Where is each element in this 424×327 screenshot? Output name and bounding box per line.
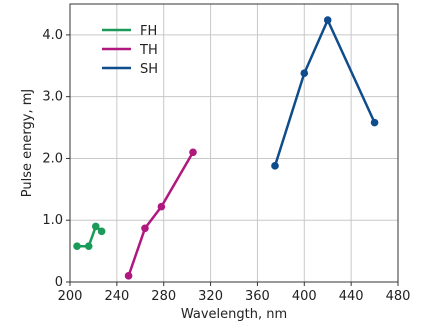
series-layer bbox=[73, 16, 379, 280]
x-tick-label: 440 bbox=[339, 289, 364, 304]
x-axis-label: Wavelength, nm bbox=[181, 307, 287, 322]
x-tick-label: 240 bbox=[104, 289, 129, 304]
x-tick-label: 320 bbox=[198, 289, 223, 304]
data-point-th bbox=[157, 202, 166, 211]
series-line-sh bbox=[273, 18, 376, 167]
data-point-th bbox=[141, 224, 149, 233]
legend-label-fh: FH bbox=[140, 24, 157, 39]
series-line-fh bbox=[77, 225, 103, 248]
y-tick-label: 0 bbox=[55, 275, 63, 290]
data-point-sh bbox=[271, 162, 279, 170]
series-line-th bbox=[127, 151, 195, 277]
y-axis-label: Pulse energy, mJ bbox=[20, 89, 35, 197]
y-tick-label: 2.0 bbox=[42, 151, 63, 166]
y-axis: 0 1.0 2.0 3.0 4.0 bbox=[42, 28, 70, 290]
x-tick-label: 280 bbox=[151, 289, 176, 304]
y-tick-label: 4.0 bbox=[42, 28, 63, 43]
data-point-fh bbox=[97, 227, 106, 236]
data-point-th bbox=[124, 272, 133, 280]
x-tick-label: 360 bbox=[245, 289, 270, 304]
y-tick-label: 1.0 bbox=[42, 213, 63, 228]
legend-label-th: TH bbox=[139, 43, 158, 58]
x-tick-label: 200 bbox=[58, 289, 83, 304]
data-point-fh bbox=[84, 242, 93, 250]
data-point-sh bbox=[300, 69, 309, 77]
y-tick-label: 3.0 bbox=[42, 90, 63, 105]
legend-label-sh: SH bbox=[140, 62, 158, 77]
data-point-sh bbox=[323, 16, 332, 24]
data-point-fh bbox=[91, 222, 100, 231]
legend: FH TH SH bbox=[102, 24, 158, 77]
x-tick-label: 400 bbox=[292, 289, 317, 304]
data-point-fh bbox=[73, 242, 81, 250]
data-point-th bbox=[189, 148, 197, 157]
plot-frame bbox=[69, 3, 399, 283]
grid bbox=[69, 4, 399, 282]
x-axis: 200 240 280 320 360 400 440 480 bbox=[58, 282, 411, 304]
x-tick-label: 480 bbox=[386, 289, 411, 304]
data-point-sh bbox=[370, 118, 379, 127]
